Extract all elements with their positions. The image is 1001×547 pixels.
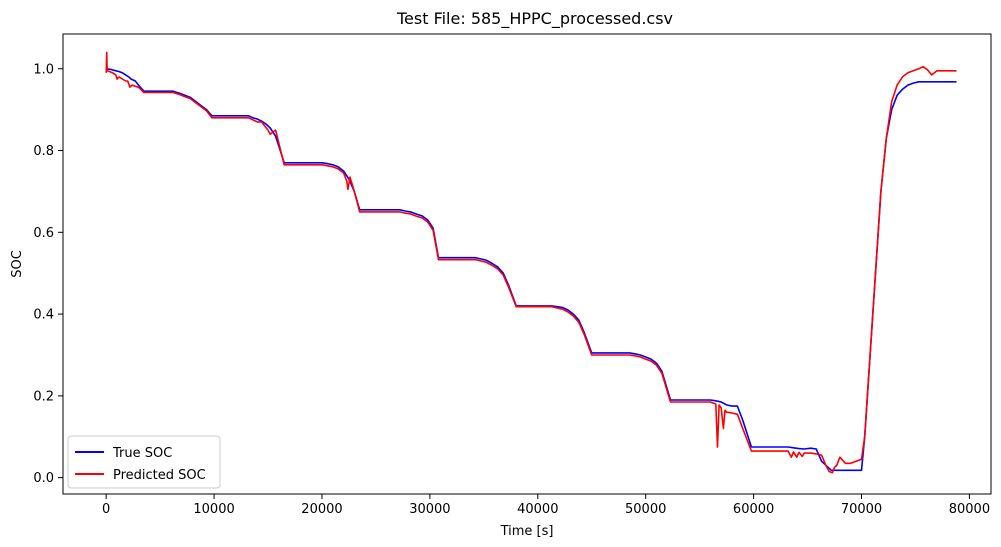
y-axis-ticks: 0.0 0.2 0.4 0.6 0.8 1.0 [33,62,63,486]
y-tick-label: 0.6 [33,226,54,241]
chart-title: Test File: 585_HPPC_processed.csv [396,9,673,29]
x-tick-label: 80000 [949,502,990,517]
legend-label-true-soc: True SOC [112,446,172,461]
x-tick-label: 70000 [841,502,882,517]
y-tick-label: 1.0 [33,62,54,77]
y-tick-label: 0.2 [33,389,54,404]
x-tick-label: 0 [102,502,110,517]
series-line-true-soc [106,68,957,472]
legend-label-predicted-soc: Predicted SOC [113,468,206,483]
y-tick-label: 0.4 [33,308,54,323]
y-tick-label: 0.8 [33,144,54,159]
x-tick-label: 50000 [625,502,666,517]
y-axis-label: SOC [10,250,25,278]
y-tick-label: 0.0 [33,471,54,486]
plot-lines [105,51,957,474]
legend-box [67,435,221,489]
x-tick-label: 40000 [517,502,558,517]
x-tick-label: 10000 [193,502,234,517]
x-axis-ticks: 0 10000 20000 30000 40000 50000 60000 70000 8000… [102,494,990,517]
x-tick-label: 20000 [301,502,342,517]
x-axis-label: Time [s] [500,524,554,539]
legend: True SOC Predicted SOC [67,435,221,489]
x-tick-label: 30000 [409,502,450,517]
series-line-predicted-soc [105,51,957,474]
x-tick-label: 60000 [733,502,774,517]
plot-frame [62,33,992,495]
